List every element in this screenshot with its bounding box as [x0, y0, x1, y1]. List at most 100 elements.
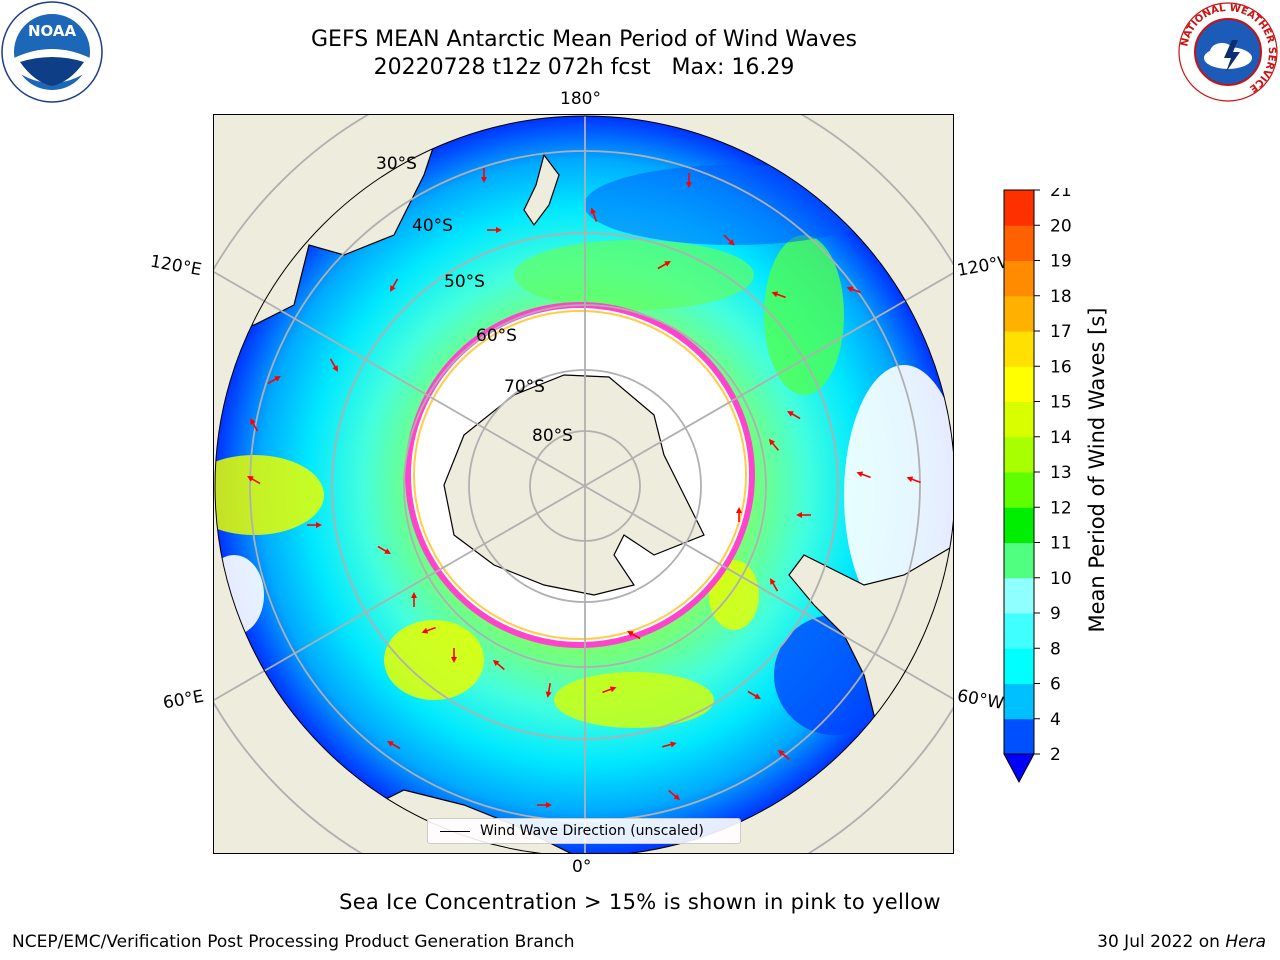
wind-arrow — [492, 659, 505, 671]
footer-date-text: 30 Jul 2022 on — [1097, 932, 1226, 952]
globe-outline — [214, 115, 953, 853]
graticule — [214, 115, 953, 853]
noaa-logo: NOAA — [1, 1, 103, 103]
footer-host: Hera — [1225, 932, 1266, 952]
sea-ice-caption: Sea Ice Concentration > 15% is shown in … — [339, 890, 941, 914]
colorbar-tick-label: 20 — [1050, 216, 1072, 236]
colorbar-bin — [1004, 190, 1034, 226]
colorbar-tick-label: 21 — [1050, 188, 1072, 201]
lat-label-30: 30°S — [376, 154, 417, 174]
colorbar-bin — [1004, 718, 1034, 755]
wind-arrow — [487, 227, 502, 233]
lat-label-80: 80°S — [532, 426, 573, 446]
wind-arrow — [411, 592, 417, 607]
colorbar-extend-arrow — [1003, 753, 1035, 784]
wind-arrow — [307, 522, 322, 528]
title-line-2: 20220728 t12z 072h fcst Max: 16.29 — [373, 55, 795, 80]
colorbar: 2 4 6 8 9 10 11 12 13 14 15 16 17 18 19 20 21 — [1003, 188, 1072, 784]
wind-arrow — [537, 802, 552, 808]
wind-arrow — [377, 545, 391, 554]
colorbar-tick-label: 17 — [1050, 322, 1072, 342]
high-period-southeast — [709, 560, 759, 630]
land-antarctica — [443, 374, 705, 596]
wind-arrow — [247, 476, 261, 485]
wind-arrow — [267, 376, 281, 385]
high-period-south — [554, 672, 714, 728]
green-band-northeast — [764, 235, 844, 395]
colorbar-tick-label: 15 — [1050, 393, 1072, 413]
lon-label-left-upper: 120°E — [148, 251, 204, 281]
wind-arrow — [390, 278, 399, 292]
wind-arrow — [590, 207, 598, 222]
lon-label-left-lower: 60°E — [161, 686, 206, 714]
high-period-southwest — [384, 620, 484, 700]
wind-arrow — [736, 507, 742, 522]
wind-arrow — [906, 476, 921, 484]
wind-arrow — [777, 749, 790, 761]
green-band-north — [514, 240, 754, 310]
map-legend: Wind Wave Direction (unscaled) — [427, 818, 741, 844]
wind-arrow — [627, 631, 641, 640]
high-period-west — [215, 455, 324, 535]
lon-label-right-lower: 60°W — [955, 686, 1006, 714]
colorbar-bin — [1004, 366, 1034, 402]
wind-arrow — [723, 234, 735, 246]
sea-ice-inner — [413, 310, 747, 640]
wind-arrow — [668, 789, 681, 801]
wind-arrow — [657, 261, 671, 270]
colorbar-bin — [1004, 331, 1034, 367]
legend-label: Wind Wave Direction (unscaled) — [480, 823, 704, 839]
map-title: GEFS MEAN Antarctic Mean Period of Wind … — [214, 26, 954, 82]
lat-label-70: 70°S — [504, 377, 545, 397]
colorbar-tick-label: 16 — [1050, 357, 1072, 377]
colorbar-bin — [1004, 295, 1034, 332]
wind-arrow — [545, 682, 552, 698]
wind-arrow — [768, 438, 780, 451]
lon-label-top: 180° — [560, 89, 601, 109]
wind-arrow — [771, 291, 786, 299]
map-panel: 30°S 40°S 50°S 60°S 70°S 80°S — [213, 114, 954, 854]
colorbar-bin — [1004, 613, 1034, 649]
wind-arrow — [329, 358, 338, 372]
colorbar-tick-label: 13 — [1050, 463, 1072, 483]
colorbar-tick-label: 14 — [1050, 428, 1072, 448]
colorbar-bin — [1004, 225, 1034, 261]
nws-logo: NATIONAL WEATHER SERVICE — [1178, 2, 1278, 102]
colorbar-tick-label: 8 — [1050, 639, 1061, 659]
wind-arrow — [787, 411, 801, 420]
colorbar-bin — [1004, 542, 1034, 579]
colorbar-tick-label: 18 — [1050, 287, 1072, 307]
title-line-1: GEFS MEAN Antarctic Mean Period of Wind … — [311, 27, 857, 52]
footer-credit: NCEP/EMC/Verification Post Processing Pr… — [12, 932, 575, 952]
wind-arrow — [846, 286, 861, 294]
wind-arrow — [686, 173, 692, 188]
wind-arrow — [481, 168, 487, 183]
colorbar-bin — [1004, 472, 1034, 508]
lat-labels: 30°S 40°S 50°S 60°S 70°S 80°S — [376, 154, 573, 446]
noaa-logo-text: NOAA — [28, 22, 77, 40]
colorbar-tick-label: 12 — [1050, 498, 1072, 518]
colorbar-tick-label: 4 — [1050, 710, 1061, 730]
colorbar-bin — [1004, 401, 1034, 438]
wind-arrow — [770, 578, 779, 592]
colorbar-tick-label: 11 — [1050, 534, 1072, 554]
footer-date: 30 Jul 2022 on Hera — [1097, 932, 1266, 952]
wind-arrow — [451, 648, 457, 663]
land-new-zealand — [523, 153, 560, 227]
wind-arrow — [421, 626, 436, 634]
wind-wave-arrows — [247, 168, 921, 808]
lon-label-bottom: 0° — [572, 857, 592, 877]
colorbar-title: Mean Period of Wind Waves [s] — [1085, 307, 1109, 633]
wind-arrow — [250, 418, 259, 432]
colorbar-bin — [1004, 577, 1034, 614]
colorbar-tick-label: 9 — [1050, 604, 1061, 624]
colorbar-tick-label: 2 — [1050, 745, 1061, 765]
colorbar-tick-label: 10 — [1050, 569, 1072, 589]
wind-arrow — [856, 471, 871, 479]
colorbar-bin — [1004, 683, 1034, 720]
lat-label-60: 60°S — [476, 326, 517, 346]
colorbar-bin — [1004, 648, 1034, 684]
lat-label-40: 40°S — [412, 216, 453, 236]
wind-arrow — [387, 741, 401, 750]
lat-label-50: 50°S — [444, 272, 485, 292]
